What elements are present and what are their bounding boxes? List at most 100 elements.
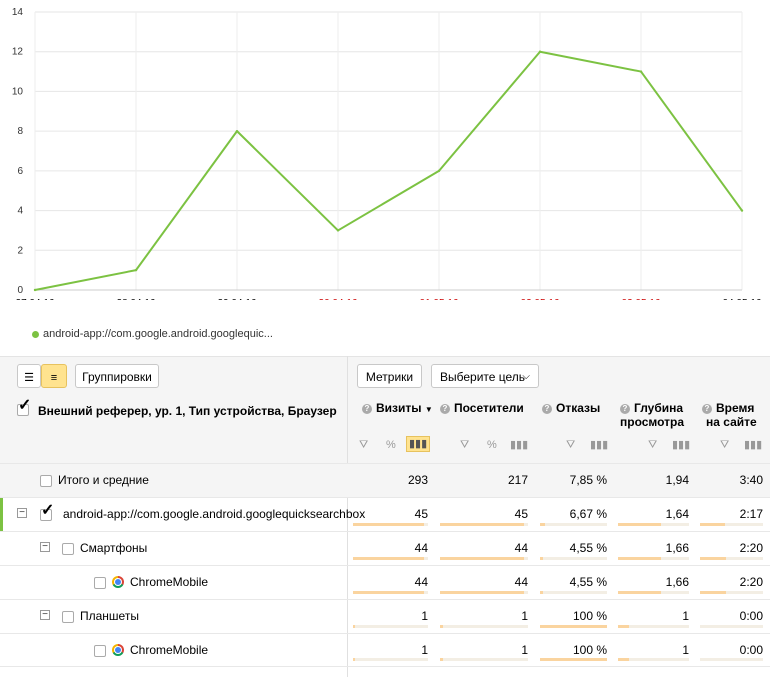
table-row[interactable]: − Планшеты 1 1 100 % 1 0:00 xyxy=(0,599,770,633)
proportion-bar xyxy=(353,523,424,526)
row-checkbox[interactable] xyxy=(40,475,52,487)
data-point xyxy=(538,50,542,53)
chrome-icon xyxy=(112,576,124,588)
time-header[interactable]: ? Время на сайте xyxy=(702,401,757,429)
help-icon[interactable]: ? xyxy=(542,404,552,414)
row-checkbox[interactable] xyxy=(62,543,74,555)
proportion-bar xyxy=(353,625,355,628)
y-tick-label: 4 xyxy=(17,206,23,217)
bar-track xyxy=(540,591,607,594)
bar-track xyxy=(353,658,428,661)
bar-track xyxy=(440,625,528,628)
metrics-button[interactable]: Метрики xyxy=(357,364,422,388)
filter-icon[interactable]: ⛛ xyxy=(648,439,658,451)
line-chart: 0 2 4 6 8 10 12 14 27.04.16 28.04.16 29.04.16 30.04… xyxy=(0,0,770,309)
collapse-icon[interactable]: − xyxy=(40,610,50,620)
data-point xyxy=(336,229,340,232)
goal-select[interactable]: Выберите цель ⌵ xyxy=(431,364,539,388)
help-icon[interactable]: ? xyxy=(362,404,372,414)
cell-time: 2:20 xyxy=(739,541,763,555)
cell-time: 0:00 xyxy=(739,643,763,657)
help-icon[interactable]: ? xyxy=(702,404,712,414)
proportion-bar xyxy=(440,523,524,526)
filter-icon[interactable]: ⛛ xyxy=(359,439,369,451)
row-label: ChromeMobile xyxy=(130,575,209,589)
groupings-button[interactable]: Группировки xyxy=(75,364,159,388)
cell-visitors: 44 xyxy=(514,541,528,555)
proportion-bar xyxy=(540,523,545,526)
bounces-header[interactable]: ? Отказы xyxy=(542,401,600,415)
collapse-icon[interactable]: − xyxy=(40,542,50,552)
filter-icon[interactable]: ⛛ xyxy=(566,439,576,451)
table-row[interactable]: − Смартфоны 44 44 4,55 % 1,66 2:20 xyxy=(0,531,770,565)
table-row[interactable]: − ✓ android-app://com.google.android.goo… xyxy=(0,497,770,532)
view-list-button[interactable]: ☰ xyxy=(17,364,41,388)
proportion-bar xyxy=(440,625,443,628)
checkmark-icon: ✓ xyxy=(18,397,32,414)
cell-visitors: 45 xyxy=(514,507,528,521)
table-row-total: Итого и средние 293 217 7,85 % 1,94 3:40 xyxy=(0,463,770,497)
bar-track xyxy=(540,523,607,526)
row-checkbox[interactable] xyxy=(94,577,106,589)
x-tick-label: 01.05.16 xyxy=(420,298,459,300)
proportion-bar xyxy=(540,625,607,628)
bar-track xyxy=(540,557,607,560)
bar-chart-icon[interactable]: ▮▮▮ xyxy=(510,439,529,451)
cell-visits: 1 xyxy=(421,643,428,657)
dimensions-checkbox[interactable] xyxy=(17,404,29,416)
proportion-bar xyxy=(440,658,443,661)
bar-chart-icon[interactable]: ▮▮▮ xyxy=(406,436,431,452)
cell-bounce: 100 % xyxy=(572,609,607,623)
row-checkbox[interactable] xyxy=(40,509,52,521)
percent-icon[interactable]: % xyxy=(487,439,497,451)
help-icon[interactable]: ? xyxy=(620,404,630,414)
proportion-bar xyxy=(540,591,543,594)
collapse-icon[interactable]: − xyxy=(17,508,27,518)
row-checkbox[interactable] xyxy=(94,645,106,657)
cell-bounce: 7,85 % xyxy=(569,473,607,487)
time-header-label-2: на сайте xyxy=(706,415,757,429)
data-point xyxy=(235,129,239,133)
y-tick-label: 0 xyxy=(17,285,23,296)
cell-time: 3:40 xyxy=(739,473,763,487)
column-divider xyxy=(347,356,348,677)
y-tick-label: 6 xyxy=(17,166,23,177)
cell-visits: 44 xyxy=(414,575,428,589)
x-tick-label: 30.04.16 xyxy=(319,298,358,300)
percent-icon[interactable]: % xyxy=(386,439,396,451)
chart-legend[interactable]: android-app://com.google.android.googleq… xyxy=(32,328,273,340)
depth-header-label-1: Глубина xyxy=(634,401,684,415)
row-label: ChromeMobile xyxy=(130,643,209,657)
filter-icon[interactable]: ⛛ xyxy=(460,439,470,451)
cell-visitors: 217 xyxy=(507,473,528,487)
x-tick-label: 02.05.16 xyxy=(521,298,560,300)
cell-bounce: 6,67 % xyxy=(569,507,607,521)
selected-row-accent xyxy=(0,498,3,532)
time-header-label-1: Время xyxy=(716,401,755,415)
proportion-bar xyxy=(440,591,524,594)
cell-time: 2:17 xyxy=(739,507,763,521)
x-tick-label: 28.04.16 xyxy=(117,298,156,300)
help-icon[interactable]: ? xyxy=(440,404,450,414)
y-tick-label: 10 xyxy=(12,86,24,97)
bar-chart-icon[interactable]: ▮▮▮ xyxy=(744,439,763,451)
row-checkbox[interactable] xyxy=(62,611,74,623)
proportion-bar xyxy=(353,557,424,560)
visitors-header[interactable]: ? Посетители xyxy=(440,401,524,415)
view-tree-button[interactable]: ≡ xyxy=(41,364,67,388)
visits-header[interactable]: ? Визиты ▼ xyxy=(362,401,433,417)
table-row[interactable]: ChromeMobile 44 44 4,55 % 1,66 2:20 xyxy=(0,565,770,599)
depth-header[interactable]: ? Глубина просмотра xyxy=(620,401,684,429)
proportion-bar xyxy=(700,523,725,526)
visitors-header-label: Посетители xyxy=(454,401,524,415)
proportion-bar xyxy=(353,658,355,661)
cell-visits: 44 xyxy=(414,541,428,555)
sort-desc-icon: ▼ xyxy=(424,405,433,414)
bar-chart-icon[interactable]: ▮▮▮ xyxy=(672,439,691,451)
table-row[interactable]: ChromeMobile 1 1 100 % 1 0:00 xyxy=(0,633,770,667)
filter-icon[interactable]: ⛛ xyxy=(720,439,730,451)
proportion-bar xyxy=(540,658,607,661)
row-label: Планшеты xyxy=(80,609,139,623)
bar-chart-icon[interactable]: ▮▮▮ xyxy=(590,439,609,451)
checkmark-icon: ✓ xyxy=(41,502,55,519)
